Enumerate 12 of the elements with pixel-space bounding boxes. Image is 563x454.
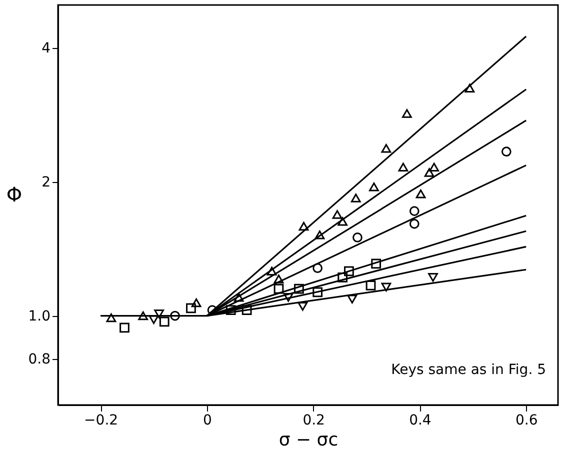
y-tick-label: 0.8 bbox=[28, 351, 50, 368]
x-tick-label: 0 bbox=[202, 412, 212, 428]
x-tick-label: 0.6 bbox=[515, 412, 538, 428]
y-tick-label: 2 bbox=[42, 174, 50, 190]
y-tick-label: 1.0 bbox=[28, 308, 50, 324]
x-tick-label: 0.2 bbox=[302, 412, 325, 428]
y-tick-label: 4 bbox=[42, 40, 51, 57]
x-axis-title: σ − σc bbox=[278, 430, 338, 450]
annotation: Keys same as in Fig. 5 bbox=[391, 362, 546, 378]
x-tick-label: −0.2 bbox=[84, 412, 118, 428]
x-tick-label: 0.4 bbox=[409, 412, 432, 428]
y-axis-title: Φ bbox=[6, 182, 22, 206]
